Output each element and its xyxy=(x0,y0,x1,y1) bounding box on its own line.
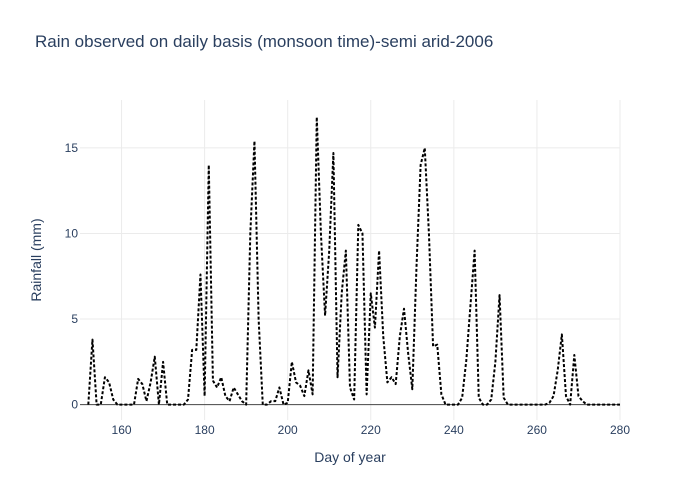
y-tick-label: 10 xyxy=(65,226,79,240)
rainfall-series-line[interactable] xyxy=(87,116,620,406)
chart-title: Rain observed on daily basis (monsoon ti… xyxy=(35,32,494,51)
x-tick-label: 200 xyxy=(278,423,298,437)
x-axis-ticks: 160 180 200 220 240 260 280 xyxy=(112,423,631,437)
y-tick-label: 5 xyxy=(71,312,78,326)
x-axis-title: Day of year xyxy=(314,449,386,465)
grid xyxy=(80,100,621,420)
x-tick-label: 240 xyxy=(444,423,464,437)
x-tick-label: 280 xyxy=(610,423,630,437)
x-tick-label: 180 xyxy=(195,423,215,437)
x-tick-label: 160 xyxy=(112,423,132,437)
x-tick-label: 260 xyxy=(527,423,547,437)
y-axis-title: Rainfall (mm) xyxy=(28,218,44,301)
y-tick-label: 0 xyxy=(71,398,78,412)
y-axis-ticks: 0 5 10 15 xyxy=(65,141,79,412)
y-tick-label: 15 xyxy=(65,141,79,155)
x-tick-label: 220 xyxy=(361,423,381,437)
